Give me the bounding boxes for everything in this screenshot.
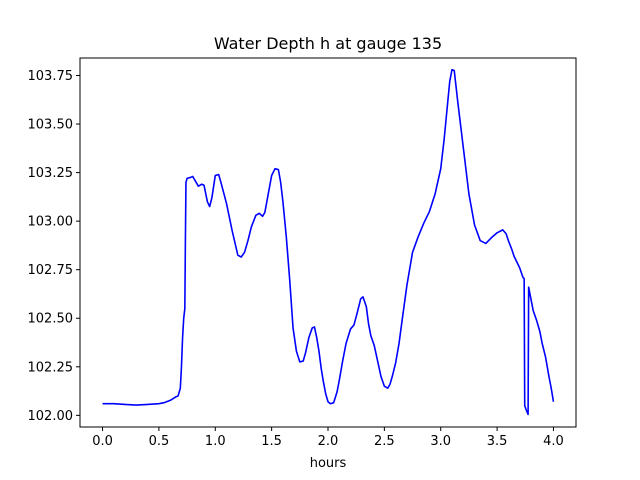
series-line-water-depth xyxy=(102,68,555,416)
y-tick-label: 102.75 xyxy=(28,263,74,278)
x-tick-label: 2.0 xyxy=(318,434,339,449)
y-tick-label: 102.00 xyxy=(28,409,74,424)
axes-frame xyxy=(79,57,577,428)
chart-title: Water Depth h at gauge 135 xyxy=(214,34,442,53)
y-tick-label: 103.25 xyxy=(28,166,74,181)
y-axis-ticks: 102.00 102.25 102.50 102.75 103.00 103.25 103.… xyxy=(28,69,80,424)
x-tick-label: 3.0 xyxy=(430,434,451,449)
x-tick-label: 2.5 xyxy=(374,434,395,449)
x-tick-label: 3.5 xyxy=(487,434,508,449)
y-tick-label: 102.25 xyxy=(28,360,74,375)
y-tick-label: 103.50 xyxy=(28,118,74,133)
x-tick-label: 1.5 xyxy=(261,434,282,449)
x-axis-ticks: 0.0 0.5 1.0 1.5 2.0 2.5 3.0 3.5 4.0 xyxy=(92,427,564,449)
x-tick-label: 1.0 xyxy=(205,434,226,449)
y-tick-label: 103.00 xyxy=(28,215,74,230)
y-tick-label: 103.75 xyxy=(28,69,74,84)
x-tick-label: 4.0 xyxy=(543,434,564,449)
x-axis-label: hours xyxy=(310,456,347,471)
y-tick-label: 102.50 xyxy=(28,312,74,327)
x-tick-label: 0.0 xyxy=(92,434,113,449)
plot-area xyxy=(102,68,555,416)
x-tick-label: 0.5 xyxy=(149,434,170,449)
